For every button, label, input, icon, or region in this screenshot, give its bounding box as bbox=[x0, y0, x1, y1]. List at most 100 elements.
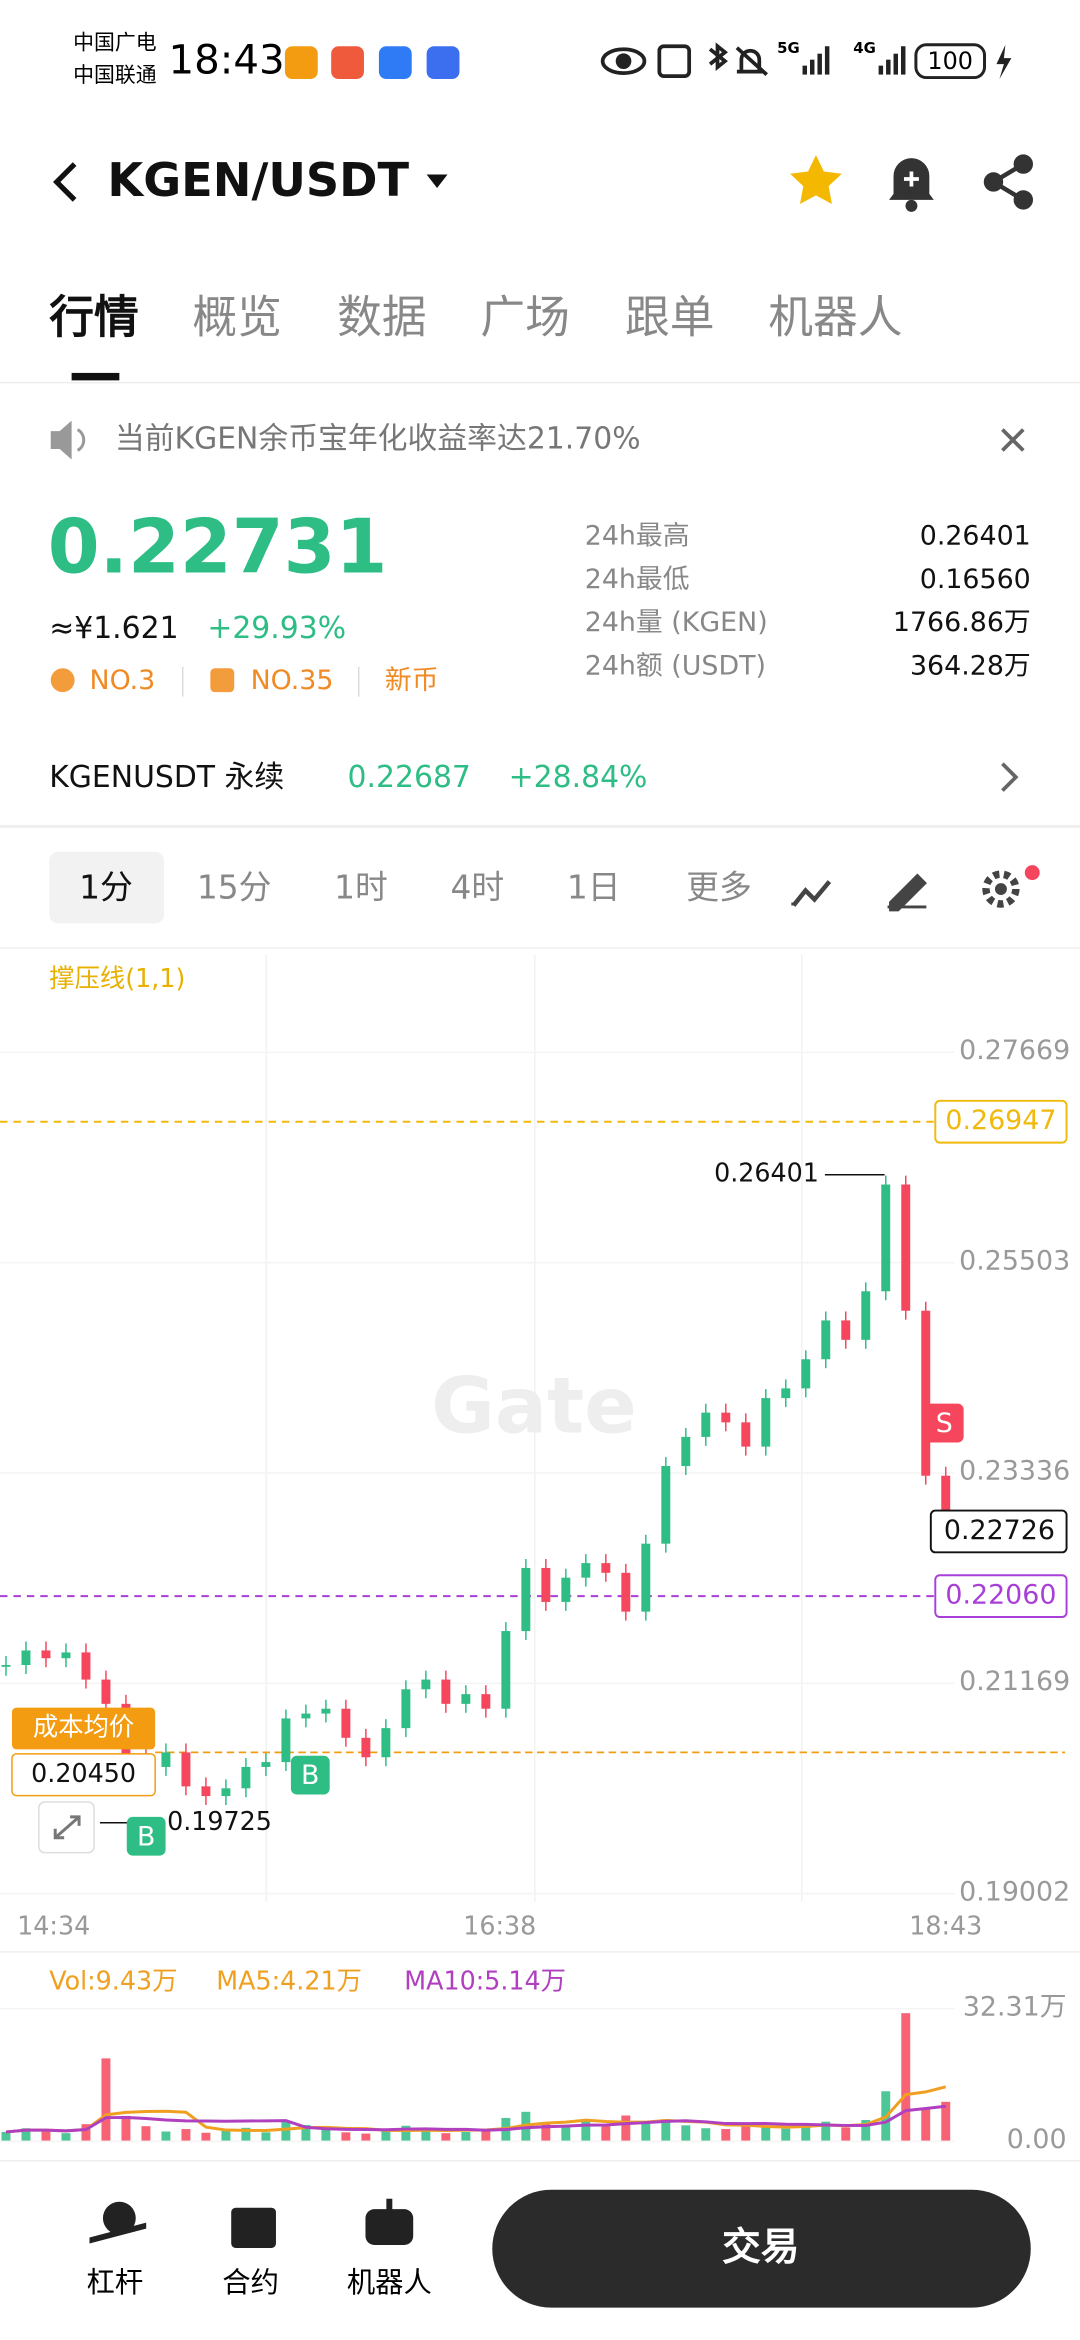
tab[interactable]: 跟单 bbox=[625, 291, 715, 344]
interval[interactable]: 更多 bbox=[686, 869, 752, 907]
battery bbox=[914, 43, 987, 80]
volume-bar bbox=[41, 2130, 51, 2141]
volume-bar bbox=[901, 2013, 911, 2141]
grid-line bbox=[0, 1261, 955, 1264]
volume-bar bbox=[181, 2129, 191, 2141]
back[interactable] bbox=[53, 162, 77, 202]
stat-label: 24h最高 bbox=[585, 521, 690, 552]
volume-bar bbox=[281, 2122, 291, 2141]
signal bbox=[802, 46, 906, 75]
trade-label[interactable]: 交易 bbox=[722, 2225, 800, 2270]
candle bbox=[681, 1436, 691, 1467]
volume-legend: MA10:5.14万 bbox=[404, 1965, 566, 1995]
volume-bar bbox=[561, 2127, 571, 2141]
close-notice[interactable] bbox=[1001, 428, 1025, 452]
stat-value: 364.28万 bbox=[910, 650, 1031, 681]
share[interactable] bbox=[983, 154, 1034, 210]
volume-bar bbox=[941, 2101, 951, 2141]
candle bbox=[161, 1752, 171, 1767]
perp-name[interactable]: KGENUSDT 永续 bbox=[49, 760, 284, 795]
candle bbox=[841, 1320, 851, 1340]
trade-marker-label: S bbox=[936, 1408, 953, 1439]
candle bbox=[381, 1728, 391, 1758]
settings[interactable] bbox=[982, 865, 1040, 908]
candle bbox=[341, 1708, 351, 1738]
candle bbox=[881, 1184, 891, 1292]
stats: 24h最高 0.26401 24h最低 0.16560 24h量 (KGEN) 1766.… bbox=[585, 521, 1031, 682]
trade-marker bbox=[290, 1755, 330, 1795]
candle bbox=[181, 1752, 191, 1787]
stat-value: 0.26401 bbox=[920, 521, 1031, 552]
candle bbox=[61, 1652, 71, 1659]
chevron[interactable] bbox=[1001, 762, 1019, 792]
dropdown[interactable] bbox=[426, 174, 448, 188]
candle bbox=[761, 1398, 771, 1447]
volume-bar bbox=[121, 2115, 131, 2141]
tabs: 行情 概览 数据 广场 跟单 机器人 bbox=[49, 291, 902, 344]
divider bbox=[0, 381, 1080, 384]
candle bbox=[921, 1310, 931, 1476]
candle bbox=[581, 1563, 591, 1578]
volume-bar bbox=[401, 2125, 411, 2141]
pair-title[interactable]: KGEN/USDT bbox=[107, 153, 409, 207]
candle bbox=[801, 1359, 811, 1389]
tab[interactable]: 广场 bbox=[480, 291, 569, 344]
level-label: 0.26947 bbox=[945, 1105, 1056, 1136]
tab[interactable]: 行情 bbox=[49, 291, 139, 344]
volume-bar bbox=[101, 2058, 111, 2141]
cost-title: 成本均价 bbox=[33, 1712, 134, 1742]
expand-icon[interactable] bbox=[53, 1815, 81, 1840]
carrier: 中国广电 bbox=[73, 30, 157, 54]
candle bbox=[301, 1713, 311, 1719]
indicator-icon[interactable] bbox=[791, 880, 832, 907]
volume-bar bbox=[481, 2130, 491, 2141]
interval[interactable]: 1分 bbox=[79, 869, 133, 907]
candle bbox=[621, 1572, 631, 1612]
badge: 新币 bbox=[385, 665, 439, 696]
y-tick-label: 0.21169 bbox=[959, 1666, 1070, 1697]
perp-change: +28.84% bbox=[509, 760, 648, 795]
cost-value: 0.20450 bbox=[31, 1758, 136, 1788]
divider bbox=[181, 666, 184, 697]
nav-item[interactable]: 合约 bbox=[222, 2266, 279, 2299]
volume-bar bbox=[201, 2132, 211, 2141]
volume-bar bbox=[461, 2131, 471, 2141]
stat-label: 24h最低 bbox=[585, 564, 690, 595]
candle bbox=[241, 1766, 251, 1789]
nav-item[interactable]: 机器人 bbox=[347, 2266, 432, 2299]
indicator-label: 撑压线(1,1) bbox=[49, 963, 185, 993]
trade-button[interactable] bbox=[492, 2189, 1031, 2308]
interval[interactable]: 4时 bbox=[451, 869, 505, 907]
alert[interactable] bbox=[889, 158, 934, 212]
battery-level: 100 bbox=[927, 47, 973, 75]
volume-bar bbox=[341, 2132, 351, 2141]
y-tick-label: 0.27669 bbox=[959, 1035, 1070, 1066]
kline: 0.27669 0.25503 0.23336 0.21169 0.19002 0.269… bbox=[0, 1035, 1070, 1907]
candle bbox=[741, 1422, 751, 1447]
candle bbox=[501, 1631, 511, 1709]
interval[interactable]: 15分 bbox=[197, 869, 272, 907]
candle bbox=[661, 1466, 671, 1544]
tab[interactable]: 机器人 bbox=[768, 291, 902, 344]
divider bbox=[0, 2159, 1080, 2162]
divider bbox=[0, 947, 1080, 949]
interval[interactable]: 1日 bbox=[567, 869, 621, 907]
divider bbox=[0, 1951, 1080, 1953]
nav-item[interactable]: 杠杆 bbox=[87, 2266, 144, 2299]
x-tick-label: 18:43 bbox=[909, 1910, 982, 1940]
tab[interactable]: 数据 bbox=[337, 291, 427, 344]
favorite[interactable] bbox=[790, 155, 842, 205]
volume-bar bbox=[681, 2125, 691, 2141]
interval[interactable]: 1时 bbox=[334, 869, 388, 907]
trade-marker bbox=[126, 1816, 166, 1856]
draw-icon[interactable] bbox=[887, 873, 927, 912]
change: +29.93% bbox=[207, 611, 346, 646]
watermark: Gate bbox=[431, 1362, 637, 1452]
candle bbox=[461, 1694, 471, 1704]
low-label: 0.19725 bbox=[167, 1806, 272, 1836]
tab[interactable]: 概览 bbox=[192, 291, 282, 344]
volume-bar bbox=[81, 2124, 91, 2141]
network: 4G bbox=[853, 39, 876, 57]
stat-value: 1766.86万 bbox=[893, 607, 1031, 638]
last-box bbox=[929, 1509, 1068, 1554]
